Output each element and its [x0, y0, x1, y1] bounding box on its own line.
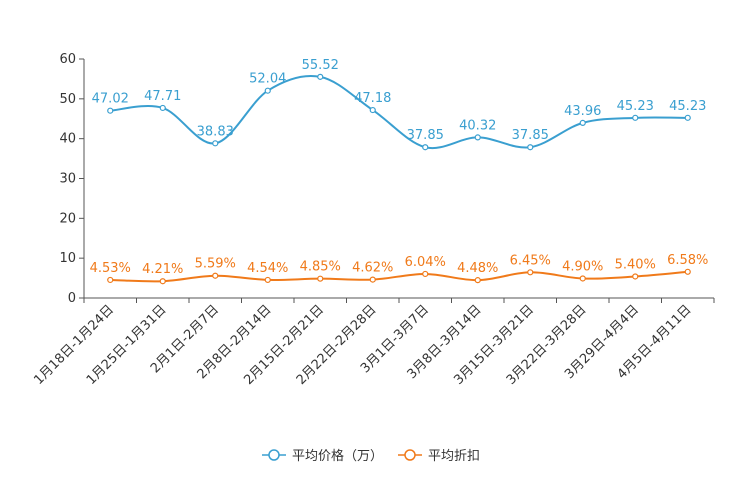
data-point	[632, 273, 639, 280]
data-label: 4.62%	[352, 261, 393, 276]
data-label: 47.71	[144, 89, 181, 104]
data-point	[212, 140, 219, 147]
data-point	[317, 275, 324, 282]
data-label: 43.96	[564, 104, 601, 119]
data-label: 6.45%	[510, 253, 551, 268]
legend: 平均价格（万） 平均折扣	[262, 448, 480, 464]
y-tick-label: 10	[59, 251, 76, 266]
data-label: 5.40%	[615, 257, 656, 272]
data-point	[579, 275, 586, 282]
data-label: 4.90%	[562, 259, 603, 274]
data-label: 37.85	[407, 128, 444, 143]
data-point	[474, 277, 481, 284]
data-label: 6.04%	[405, 255, 446, 270]
data-label: 45.23	[617, 99, 654, 114]
data-label: 4.48%	[457, 261, 498, 276]
y-tick-label: 60	[59, 52, 76, 67]
series-layer: 47.02 47.71 38.83 52.04 55.52 47.18 37.85 40.32…	[90, 58, 708, 285]
data-point	[264, 276, 271, 284]
data-label: 6.58%	[667, 253, 708, 268]
series-average-price: 47.02 47.71 38.83 52.04 55.52 47.18 37.85 40.32…	[92, 58, 706, 151]
legend-label: 平均价格（万）	[292, 448, 383, 464]
data-point	[474, 134, 481, 141]
data-label: 47.02	[92, 92, 129, 107]
data-point	[527, 269, 534, 276]
data-point	[159, 278, 166, 285]
legend-label: 平均折扣	[428, 449, 480, 464]
y-tick-label: 50	[59, 92, 76, 107]
data-label: 4.54%	[247, 261, 288, 276]
data-point	[159, 104, 166, 112]
data-label: 4.53%	[90, 261, 131, 276]
y-tick-label: 40	[59, 132, 76, 147]
legend-marker-icon	[404, 449, 416, 461]
legend-item-average-discount[interactable]: 平均折扣	[398, 449, 480, 464]
data-point	[684, 114, 691, 121]
data-point	[107, 107, 114, 114]
data-point	[317, 73, 324, 80]
data-point	[212, 272, 219, 279]
data-label: 38.83	[197, 124, 234, 139]
data-point	[369, 106, 376, 114]
data-label: 40.32	[459, 118, 496, 133]
data-label: 52.04	[249, 72, 286, 87]
series-line	[110, 270, 688, 283]
data-label: 37.85	[512, 128, 549, 143]
data-point	[422, 144, 429, 151]
data-label: 5.59%	[195, 257, 236, 272]
series-average-discount: 4.53% 4.21% 5.59% 4.54% 4.85% 4.62% 6.04% 4.48%…	[90, 253, 708, 285]
data-label: 4.21%	[142, 262, 183, 277]
data-point	[579, 119, 586, 126]
y-tick-label: 20	[59, 211, 76, 226]
legend-item-average-price[interactable]: 平均价格（万）	[262, 448, 383, 464]
data-label: 55.52	[302, 58, 339, 73]
data-point	[632, 114, 639, 121]
data-point	[107, 276, 114, 284]
data-point	[369, 276, 376, 283]
data-label: 47.18	[354, 91, 391, 106]
data-label: 4.85%	[300, 260, 341, 275]
data-point	[684, 268, 691, 275]
data-point	[527, 144, 534, 151]
y-tick-label: 0	[68, 291, 76, 306]
y-tick-label: 30	[59, 172, 76, 187]
data-point	[264, 87, 271, 94]
legend-marker-icon	[268, 449, 280, 461]
data-point	[422, 270, 429, 278]
data-label: 45.23	[669, 99, 706, 114]
